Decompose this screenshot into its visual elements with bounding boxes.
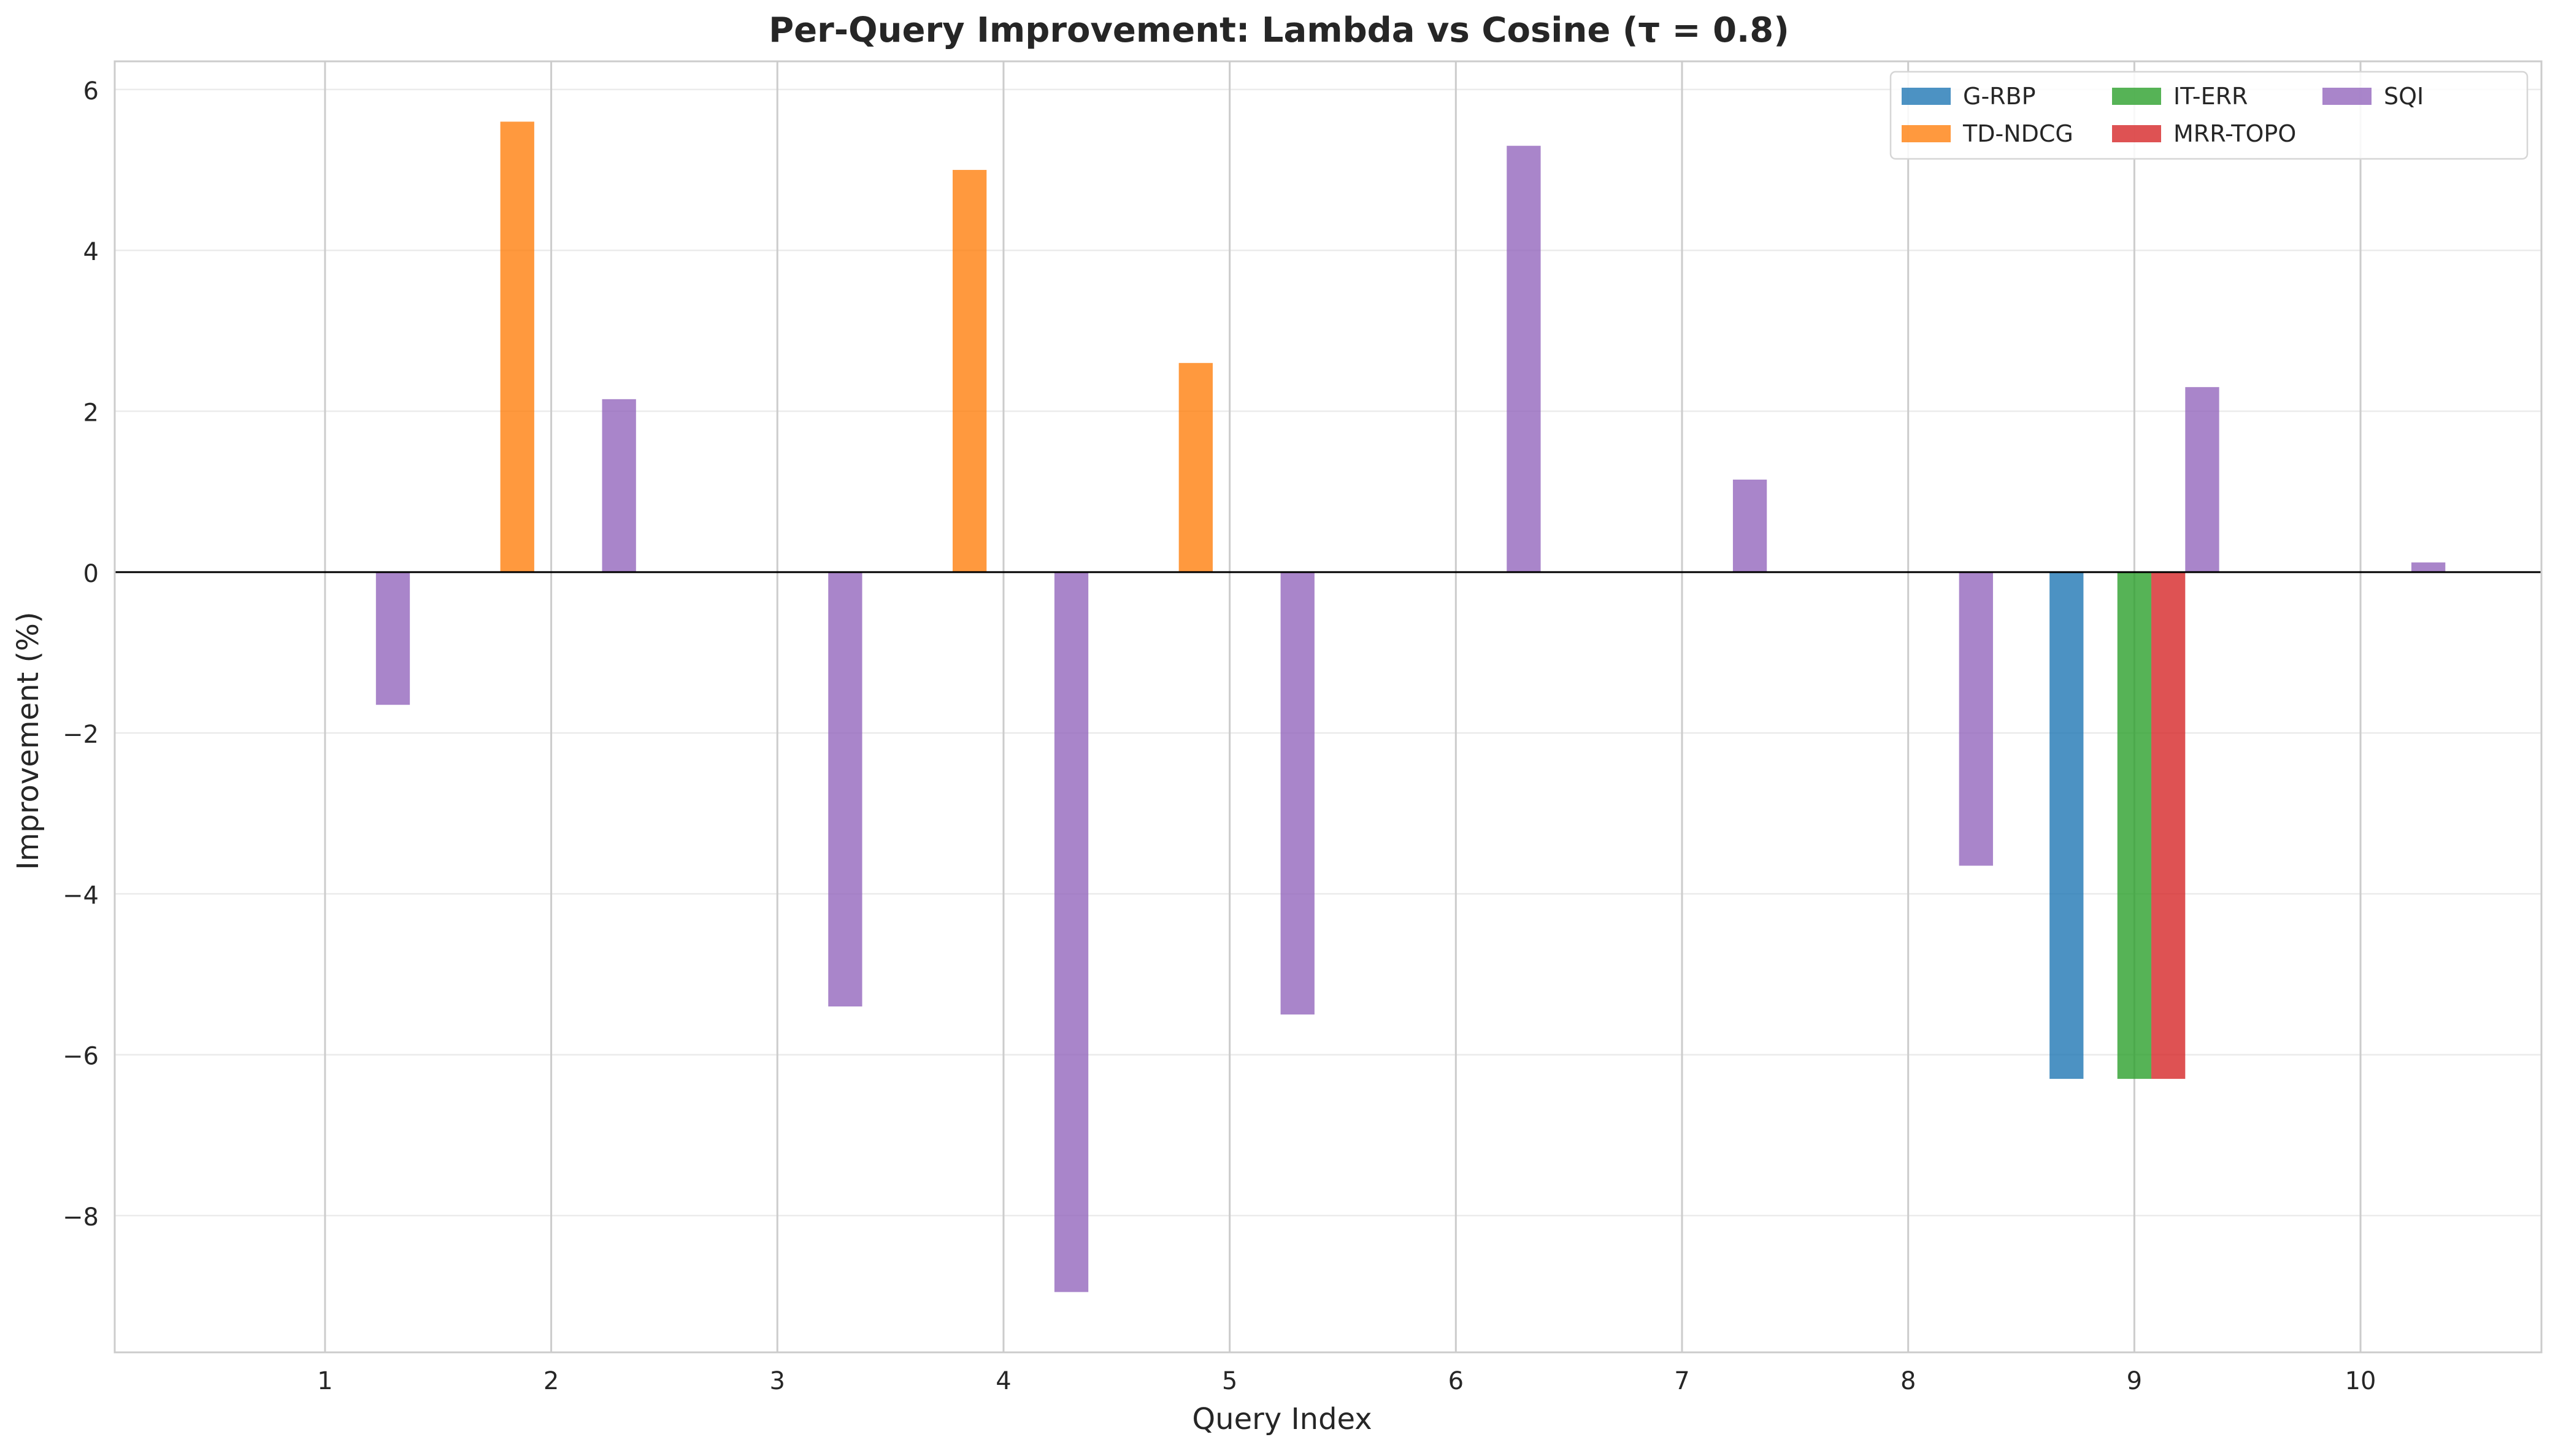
- bar-sqi-q3: [828, 572, 862, 1007]
- legend-swatch-it-err: [2112, 88, 2161, 105]
- bar-mrr-topo-q9: [2151, 572, 2186, 1079]
- y-tick-label: −8: [63, 1203, 99, 1232]
- bar-sqi-q1: [375, 572, 410, 705]
- y-tick-label: 2: [83, 399, 99, 427]
- bar-sqi-q8: [1959, 572, 1993, 866]
- bar-sqi-q5: [1280, 572, 1315, 1015]
- y-tick-label: 6: [83, 77, 99, 105]
- y-tick-label: −6: [63, 1043, 99, 1071]
- legend-swatch-sqi: [2322, 88, 2372, 105]
- axes: 6 4 2 0 −2 −4 −6 −8 1 2 3 4 5 6 7 8 9 10: [63, 60, 2543, 1395]
- legend: G-RBP TD-NDCG IT-ERR MRR-TOPO SQI: [1889, 71, 2529, 160]
- plot-frame: [113, 60, 2543, 1354]
- legend-swatch-mrr-topo: [2112, 125, 2161, 142]
- y-tick-label: 0: [83, 560, 99, 588]
- bar-g-rbp-q9: [2049, 572, 2084, 1079]
- bar-td-ndcg-q4: [952, 170, 987, 572]
- bar-td-ndcg-q2: [500, 121, 534, 572]
- x-tick-label: 2: [543, 1367, 559, 1395]
- legend-label: IT-ERR: [2173, 83, 2248, 110]
- legend-label: TD-NDCG: [1962, 120, 2073, 147]
- y-tick-label: 4: [83, 238, 99, 266]
- legend-label: SQI: [2384, 83, 2424, 110]
- x-tick-label: 6: [1448, 1367, 1464, 1395]
- x-tick-label: 4: [996, 1367, 1011, 1395]
- bar-sqi-q4: [1054, 572, 1089, 1292]
- bars: [375, 121, 2446, 1292]
- x-tick-label: 5: [1222, 1367, 1237, 1395]
- y-tick-label: −2: [63, 721, 99, 749]
- bar-sqi-q10: [2411, 562, 2446, 572]
- bar-sqi-q6: [1507, 145, 1541, 572]
- x-tick-label: 7: [1674, 1367, 1689, 1395]
- bar-sqi-q2: [602, 399, 636, 572]
- x-tick-label: 1: [317, 1367, 332, 1395]
- legend-swatch-td-ndcg: [1902, 125, 1951, 142]
- x-axis-label: Query Index: [1192, 1402, 1372, 1436]
- y-axis-label: Improvement (%): [11, 611, 45, 870]
- bar-sqi-q9: [2185, 387, 2219, 572]
- legend-label: G-RBP: [1963, 83, 2036, 110]
- bar-td-ndcg-q5: [1178, 362, 1213, 572]
- bar-it-err-q9: [2117, 572, 2152, 1079]
- legend-swatch-g-rbp: [1902, 88, 1951, 105]
- x-tick-label: 8: [1900, 1367, 1916, 1395]
- bar-sqi-q7: [1732, 479, 1767, 572]
- x-tick-label: 3: [770, 1367, 785, 1395]
- chart-title: Per-Query Improvement: Lambda vs Cosine …: [769, 10, 1789, 50]
- x-tick-label: 10: [2345, 1367, 2376, 1395]
- y-tick-label: −4: [63, 881, 99, 910]
- legend-label: MRR-TOPO: [2173, 120, 2296, 147]
- x-tick-label: 9: [2127, 1367, 2142, 1395]
